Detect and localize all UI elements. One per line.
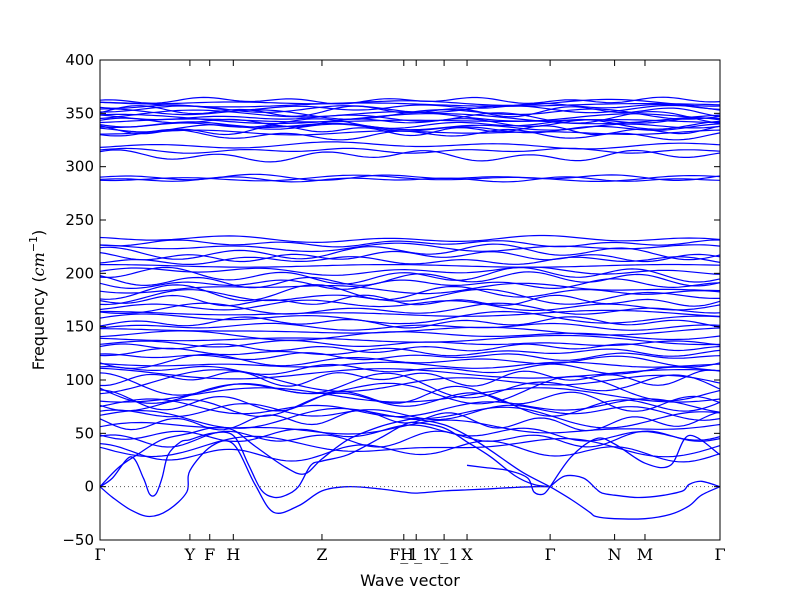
kpoint-label: Γ — [714, 545, 725, 564]
kpoint-label: Z — [316, 545, 327, 564]
optical-band-line — [100, 398, 720, 418]
optical-band-line — [100, 109, 720, 122]
optical-band-line — [100, 322, 720, 331]
optical-band-line — [100, 361, 720, 369]
y-tick-label: 250 — [65, 211, 94, 229]
optical-band-line — [100, 173, 720, 181]
x-axis-label: Wave vector — [360, 571, 460, 590]
acoustic-band-line — [466, 464, 551, 496]
bands-group — [100, 96, 720, 520]
y-tick-label: 200 — [65, 264, 94, 282]
optical-band-line — [100, 430, 720, 448]
kpoint-label: X — [461, 545, 473, 564]
optical-band-line — [100, 353, 720, 370]
acoustic-band-line — [100, 421, 551, 499]
optical-band-line — [100, 141, 720, 150]
optical-band-line — [100, 117, 720, 128]
y-tick-label: 150 — [65, 318, 94, 336]
acoustic-band-line — [100, 440, 551, 518]
y-tick-label: 300 — [65, 158, 94, 176]
acoustic-band-line — [549, 474, 720, 499]
optical-band-line — [100, 392, 720, 418]
y-axis-label-group: Frequency (cm−1) — [27, 230, 48, 371]
acoustic-band-line — [549, 434, 720, 488]
y-tick-label: 100 — [65, 371, 94, 389]
kpoint-label: Γ — [545, 545, 556, 564]
x-axis-kpoint-ticks: Γ Y F H Z F_1H_1Y_1 X Γ N M Γ — [94, 60, 726, 564]
optical-band-line — [100, 387, 720, 403]
optical-band-line — [100, 347, 720, 357]
optical-band-line — [100, 316, 720, 329]
optical-band-line — [100, 243, 720, 261]
kpoint-label: N — [608, 545, 622, 564]
optical-band-line — [100, 352, 720, 361]
kpoint-label: Y — [184, 545, 196, 564]
y-axis-ticks: −50 0 50 100 150 200 250 300 350 400 — [62, 51, 720, 549]
optical-band-line — [100, 363, 720, 376]
y-tick-label: 0 — [84, 478, 94, 496]
y-axis-label-prefix: Frequency ( — [29, 276, 48, 370]
optical-band-line — [100, 310, 720, 325]
optical-band-line — [100, 435, 720, 458]
kpoint-label: Y_1 — [429, 545, 459, 564]
y-tick-label: 350 — [65, 104, 94, 122]
kpoint-label: Γ — [94, 545, 105, 564]
optical-band-line — [100, 239, 720, 248]
optical-band-line — [100, 334, 720, 346]
plot-border — [99, 59, 721, 541]
optical-band-line — [100, 343, 720, 354]
optical-band-line — [100, 266, 720, 285]
optical-band-line — [100, 271, 720, 289]
optical-band-line — [100, 121, 720, 131]
optical-band-line — [100, 385, 720, 412]
kpoint-label: M — [637, 545, 653, 564]
optical-band-line — [100, 419, 720, 435]
optical-band-line — [100, 174, 720, 182]
kpoint-label: H_1 — [400, 545, 432, 564]
optical-band-line — [100, 147, 720, 154]
y-tick-label: 400 — [65, 51, 94, 69]
acoustic-band-line — [100, 418, 551, 488]
optical-band-line — [100, 98, 720, 107]
optical-band-line — [100, 367, 720, 380]
optical-band-line — [100, 278, 720, 290]
y-axis-label-exponent: −1 — [27, 236, 40, 252]
optical-band-line — [100, 282, 720, 295]
optical-band-line — [100, 234, 720, 244]
optical-band-line — [100, 369, 720, 387]
optical-band-line — [100, 372, 720, 399]
optical-band-line — [100, 406, 720, 429]
y-axis-label-suffix: ) — [29, 230, 48, 236]
optical-band-line — [100, 330, 720, 341]
optical-band-line — [100, 102, 720, 111]
optical-band-line — [100, 339, 720, 348]
optical-band-line — [100, 375, 720, 405]
optical-band-line — [100, 112, 720, 125]
optical-band-line — [100, 326, 720, 336]
optical-band-line — [100, 266, 720, 276]
y-axis-label-unit: cm — [29, 252, 48, 276]
optical-band-line — [100, 284, 720, 302]
kpoint-label: H — [226, 545, 240, 564]
optical-band-line — [100, 256, 720, 265]
y-axis-label: Frequency (cm−1) — [27, 230, 48, 371]
optical-band-line — [100, 110, 720, 124]
optical-band-line — [100, 125, 720, 137]
optical-band-line — [100, 96, 720, 105]
y-tick-label: 50 — [75, 424, 94, 442]
optical-band-line — [100, 129, 720, 136]
acoustic-band-line — [549, 486, 720, 520]
plot-frame — [99, 59, 721, 541]
kpoint-label: F — [204, 545, 215, 564]
optical-band-line — [100, 263, 720, 268]
optical-band-line — [100, 242, 720, 253]
optical-band-line — [100, 302, 720, 315]
optical-band-line — [100, 105, 720, 118]
y-tick-label: −50 — [62, 531, 94, 549]
optical-band-line — [100, 294, 720, 307]
kpoint-label: F_1 — [389, 545, 418, 564]
optical-band-line — [100, 369, 720, 395]
